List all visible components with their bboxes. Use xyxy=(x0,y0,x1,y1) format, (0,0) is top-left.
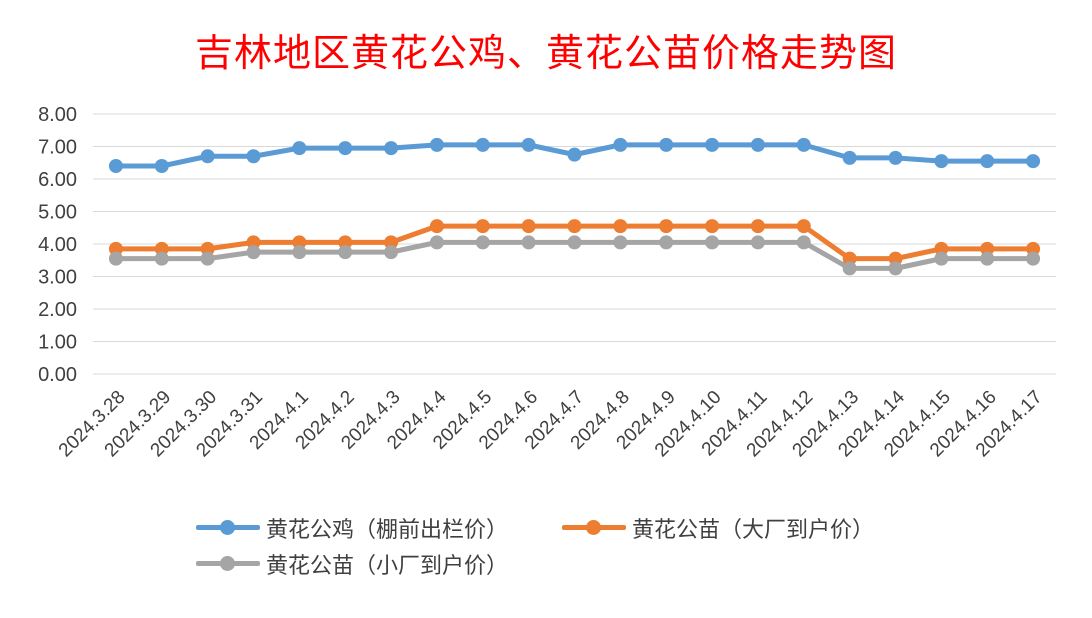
data-point-0 xyxy=(429,137,444,152)
legend-label-chick-large: 黄花公苗（大厂到户价） xyxy=(632,518,875,543)
data-point-0 xyxy=(108,159,123,173)
data-point-2 xyxy=(1026,251,1041,266)
data-point-1 xyxy=(567,219,582,234)
data-point-0 xyxy=(567,147,582,162)
y-tick-label: 8.00 xyxy=(38,104,77,126)
data-point-0 xyxy=(842,150,857,165)
data-point-2 xyxy=(659,235,674,250)
data-point-2 xyxy=(521,235,536,250)
data-point-1 xyxy=(246,235,261,250)
y-tick-label: 0.00 xyxy=(38,364,77,386)
data-point-2 xyxy=(338,245,353,260)
legend-label-rooster: 黄花公鸡（棚前出栏价） xyxy=(266,518,509,543)
data-point-1 xyxy=(292,235,307,250)
data-point-1 xyxy=(980,241,995,256)
data-point-1 xyxy=(888,251,903,266)
data-point-1 xyxy=(475,219,490,234)
legend-label-chick-small: 黄花公苗（小厂到户价） xyxy=(266,554,509,579)
chart-title: 吉林地区黄花公鸡、黄花公苗价格走势图 xyxy=(194,31,897,75)
data-point-0 xyxy=(1026,154,1041,169)
data-point-0 xyxy=(980,154,995,169)
y-tick-label: 4.00 xyxy=(38,234,77,256)
data-point-2 xyxy=(475,235,490,250)
data-point-2 xyxy=(750,235,765,250)
data-point-2 xyxy=(888,261,903,276)
data-point-2 xyxy=(796,235,811,250)
legend-swatch-chick-large xyxy=(562,517,626,539)
data-point-1 xyxy=(1026,241,1041,256)
legend-swatch-rooster xyxy=(196,517,260,539)
data-point-2 xyxy=(429,235,444,250)
data-point-2 xyxy=(200,251,215,266)
data-point-2 xyxy=(613,235,628,250)
y-tick-label: 1.00 xyxy=(38,332,77,354)
data-point-0 xyxy=(659,137,674,152)
data-point-2 xyxy=(154,251,169,266)
data-point-2 xyxy=(246,245,261,260)
y-tick-label: 3.00 xyxy=(38,267,77,289)
data-point-0 xyxy=(246,149,261,164)
data-point-1 xyxy=(154,241,169,256)
data-point-1 xyxy=(659,219,674,234)
data-point-1 xyxy=(613,219,628,234)
data-point-0 xyxy=(384,141,399,156)
data-point-0 xyxy=(475,137,490,152)
data-point-1 xyxy=(384,235,399,250)
data-point-2 xyxy=(384,245,399,260)
data-point-2 xyxy=(567,235,582,250)
data-point-2 xyxy=(934,251,949,266)
data-point-1 xyxy=(338,235,353,250)
data-point-1 xyxy=(705,219,720,234)
y-tick-label: 5.00 xyxy=(38,202,77,224)
data-point-0 xyxy=(934,154,949,169)
legend-item-chick-small: 黄花公苗（小厂到户价） xyxy=(196,548,508,580)
data-point-1 xyxy=(108,241,123,256)
data-point-1 xyxy=(796,219,811,234)
data-point-1 xyxy=(750,219,765,234)
data-point-0 xyxy=(796,137,811,152)
data-point-2 xyxy=(705,235,720,250)
data-point-0 xyxy=(613,137,628,152)
data-point-0 xyxy=(200,149,215,164)
data-point-1 xyxy=(521,219,536,234)
data-point-1 xyxy=(200,241,215,256)
data-point-0 xyxy=(521,137,536,152)
legend-item-chick-large: 黄花公苗（大厂到户价） xyxy=(562,512,874,544)
data-point-0 xyxy=(338,141,353,156)
legend-item-rooster: 黄花公鸡（棚前出栏价） xyxy=(196,512,508,544)
legend-swatch-chick-small xyxy=(196,553,260,575)
data-point-0 xyxy=(292,141,307,156)
y-tick-label: 7.00 xyxy=(38,137,77,159)
data-point-1 xyxy=(842,251,857,266)
data-point-2 xyxy=(842,261,857,276)
data-point-1 xyxy=(429,219,444,234)
data-point-1 xyxy=(934,241,949,256)
y-tick-label: 6.00 xyxy=(38,169,77,191)
data-point-0 xyxy=(705,137,720,152)
data-point-0 xyxy=(888,150,903,165)
data-point-2 xyxy=(292,245,307,260)
y-tick-label: 2.00 xyxy=(38,299,77,321)
data-point-0 xyxy=(154,159,169,173)
data-point-2 xyxy=(108,251,123,266)
data-point-0 xyxy=(750,137,765,152)
data-point-2 xyxy=(980,251,995,266)
